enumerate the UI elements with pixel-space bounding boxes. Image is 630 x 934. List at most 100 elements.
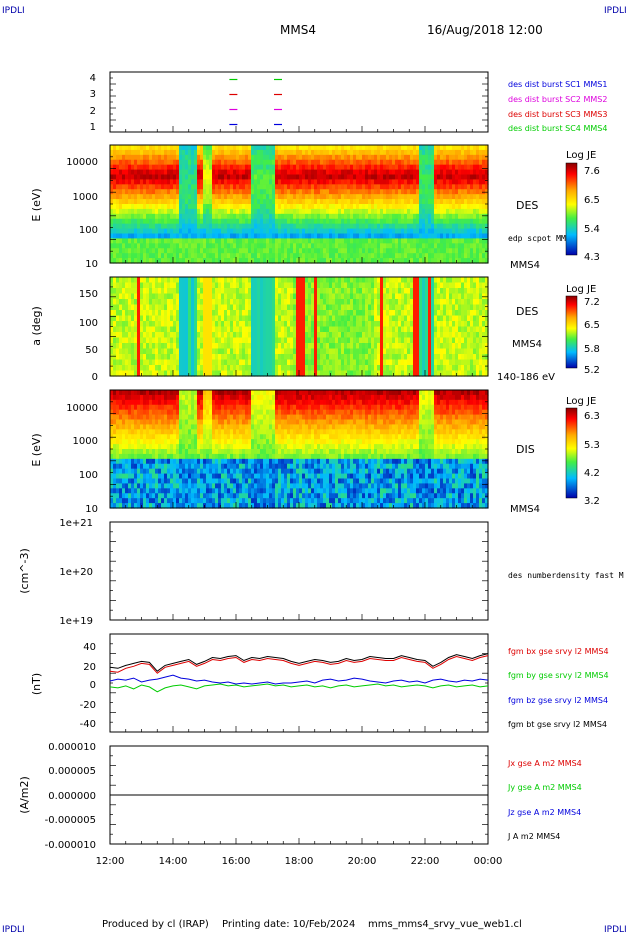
des-energy-cell bbox=[470, 223, 474, 230]
des-energy-cell bbox=[149, 208, 153, 215]
des-energy-cell bbox=[479, 145, 483, 151]
des-energy-cell bbox=[482, 179, 486, 185]
des-pitch-cell bbox=[329, 365, 333, 372]
des-pitch-cell bbox=[356, 337, 360, 344]
des-energy-cell bbox=[341, 218, 345, 225]
des-energy-cell bbox=[443, 194, 447, 200]
des-pitch-cell bbox=[161, 277, 165, 284]
des-pitch-cell bbox=[329, 343, 333, 350]
des-energy-cell bbox=[413, 213, 417, 220]
des-energy-cell bbox=[170, 169, 174, 176]
des-energy-cell bbox=[440, 145, 444, 151]
des-energy-cell bbox=[386, 218, 390, 225]
des-pitch-cell bbox=[152, 304, 156, 311]
des-energy-cell bbox=[431, 233, 435, 240]
des-energy-cell bbox=[473, 208, 477, 215]
des-energy-cell bbox=[191, 174, 195, 181]
des-pitch-cell bbox=[158, 288, 162, 295]
des-energy-cell bbox=[383, 228, 387, 235]
des-energy-cell bbox=[407, 174, 411, 181]
des-pitch-cell bbox=[389, 304, 393, 311]
des-pitch-cell bbox=[221, 348, 225, 355]
des-pitch-cell bbox=[287, 293, 291, 300]
des-energy-cell bbox=[314, 218, 318, 225]
des-energy-cell bbox=[335, 228, 339, 235]
des-energy-cell bbox=[284, 194, 288, 200]
des-pitch-cell bbox=[131, 299, 135, 306]
des-energy-cell bbox=[458, 208, 462, 215]
des-pitch-cell bbox=[398, 343, 402, 350]
des-energy-cell bbox=[281, 208, 285, 215]
des-pitch-cell bbox=[260, 359, 264, 366]
des-energy-cell bbox=[335, 184, 339, 190]
des-energy-cell bbox=[347, 194, 351, 200]
des-pitch-cell bbox=[125, 354, 129, 361]
des-pitch-cell bbox=[311, 321, 315, 328]
des-energy-cell bbox=[452, 194, 456, 200]
des-energy-cell bbox=[398, 169, 402, 176]
des-energy-cell bbox=[254, 208, 258, 215]
des-energy-cell bbox=[110, 223, 114, 230]
des-energy-cell bbox=[356, 179, 360, 185]
des-pitch-cell bbox=[278, 359, 282, 366]
des-energy-cell bbox=[482, 253, 486, 259]
des-energy-cell bbox=[200, 243, 204, 249]
des-energy-cell bbox=[236, 169, 240, 176]
des-pitch-cell bbox=[395, 299, 399, 306]
des-pitch-cell bbox=[218, 299, 222, 306]
des-energy-cell bbox=[173, 204, 177, 210]
des-pitch-cell bbox=[419, 299, 423, 306]
des-energy-cell bbox=[290, 233, 294, 240]
des-pitch-cell bbox=[266, 343, 270, 350]
des-energy-cell bbox=[479, 204, 483, 210]
des-energy-cell bbox=[122, 169, 126, 176]
des-energy-cell bbox=[266, 184, 270, 190]
des-energy-cell bbox=[224, 189, 228, 195]
des-energy-cell bbox=[131, 154, 135, 161]
des-pitch-cell bbox=[377, 326, 381, 333]
des-energy-cell bbox=[116, 253, 120, 259]
des-pitch-cell bbox=[176, 337, 180, 344]
des-energy-cell bbox=[140, 179, 144, 185]
des-energy-cell bbox=[467, 223, 471, 230]
des-energy-cell bbox=[362, 208, 366, 215]
des-energy-cell bbox=[221, 154, 225, 161]
des-pitch-cell bbox=[278, 304, 282, 311]
des-pitch-cell bbox=[137, 321, 141, 328]
des-pitch-cell bbox=[254, 337, 258, 344]
des-energy-cell bbox=[359, 213, 363, 220]
des-pitch-cell bbox=[263, 315, 267, 322]
des-energy-cell bbox=[410, 258, 414, 264]
des-pitch-cell bbox=[422, 332, 426, 339]
des-pitch-cell bbox=[302, 326, 306, 333]
des-pitch-cell bbox=[137, 326, 141, 333]
des-energy-cell bbox=[413, 218, 417, 225]
des-energy-cell bbox=[272, 258, 276, 264]
des-energy-cell bbox=[320, 258, 324, 264]
des-pitch-cell bbox=[341, 370, 345, 377]
des-energy-cell bbox=[431, 194, 435, 200]
des-pitch-cell bbox=[254, 359, 258, 366]
des-pitch-cell bbox=[317, 282, 321, 289]
des-pitch-cell bbox=[398, 332, 402, 339]
des-pitch-cell bbox=[275, 293, 279, 300]
des-pitch-cell bbox=[266, 348, 270, 355]
des-energy-cell bbox=[350, 208, 354, 215]
des-pitch-cell bbox=[299, 321, 303, 328]
des-pitch-cell bbox=[212, 348, 216, 355]
des-energy-cell bbox=[185, 169, 189, 176]
des-pitch-cell bbox=[227, 365, 231, 372]
des-energy-cell bbox=[176, 159, 180, 166]
des-pitch-cell bbox=[314, 315, 318, 322]
des-energy-cell bbox=[182, 189, 186, 195]
des-pitch-cell bbox=[419, 332, 423, 339]
des-pitch-cell bbox=[350, 293, 354, 300]
des-pitch-cell bbox=[263, 348, 267, 355]
des-energy-cell bbox=[353, 159, 357, 166]
des-pitch-cell bbox=[368, 354, 372, 361]
des-pitch-cell bbox=[227, 304, 231, 311]
des-pitch-cell bbox=[395, 315, 399, 322]
des-energy-cell bbox=[134, 233, 138, 240]
des-pitch-cell bbox=[371, 332, 375, 339]
des-pitch-cell bbox=[143, 282, 147, 289]
